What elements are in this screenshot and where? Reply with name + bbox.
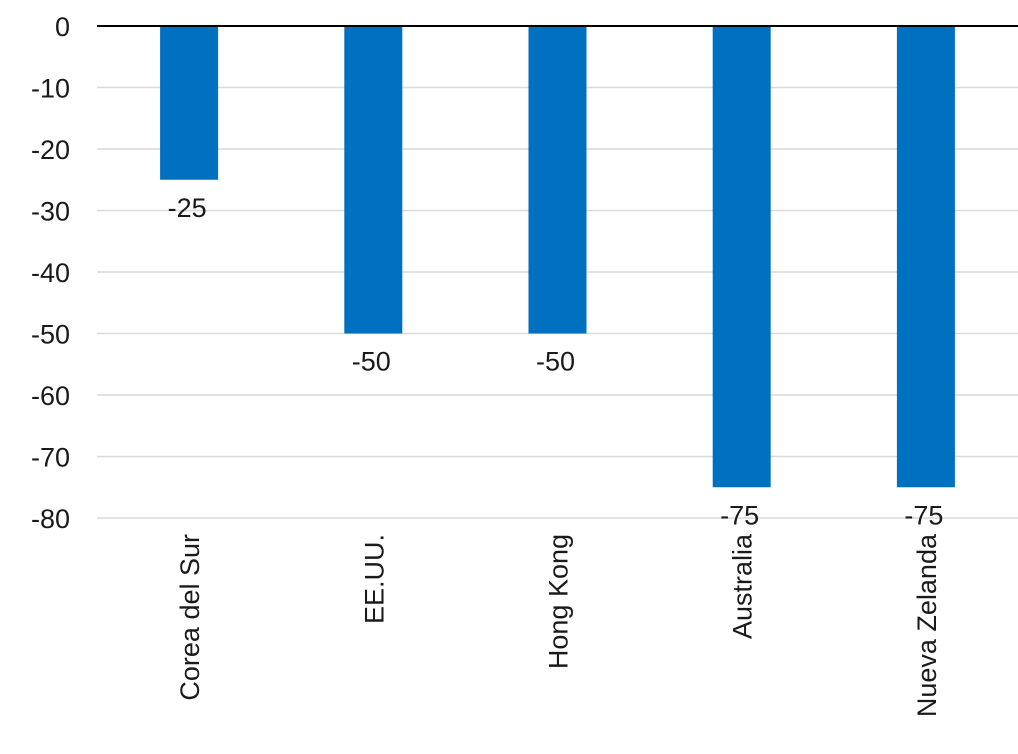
y-tick-label: -70 (31, 443, 70, 473)
category-label: Australia (728, 533, 758, 639)
y-tick-label: -10 (31, 74, 70, 104)
data-label: -50 (352, 347, 391, 377)
category-label: Hong Kong (544, 534, 574, 669)
bars (160, 26, 955, 488)
category-label: Corea del Sur (175, 534, 205, 701)
category-labels: Corea del Sur EE.UU. Hong Kong Australia Nue… (175, 533, 942, 717)
y-tick-label: -40 (31, 258, 70, 288)
data-label: -75 (720, 500, 759, 530)
y-tick-label: -20 (31, 135, 70, 165)
y-tick-label: -80 (31, 504, 70, 534)
bar (528, 26, 587, 334)
y-tick-label: -60 (31, 381, 70, 411)
data-labels: -25 -50 -50 -75 -75 (168, 193, 944, 531)
bar (712, 26, 771, 488)
y-tick-label: -50 (31, 320, 70, 350)
data-label: -75 (904, 500, 943, 530)
data-label: -25 (168, 193, 207, 223)
bar (160, 26, 219, 180)
y-axis-tick-labels: 0 -10 -20 -30 -40 -50 -60 -70 -80 (31, 12, 70, 534)
y-tick-label: -30 (31, 197, 70, 227)
category-label: Nueva Zelanda (912, 533, 942, 717)
category-label: EE.UU. (359, 534, 389, 624)
bar (896, 26, 955, 488)
bar (344, 26, 403, 334)
y-tick-label: 0 (55, 12, 70, 42)
data-label: -50 (536, 347, 575, 377)
